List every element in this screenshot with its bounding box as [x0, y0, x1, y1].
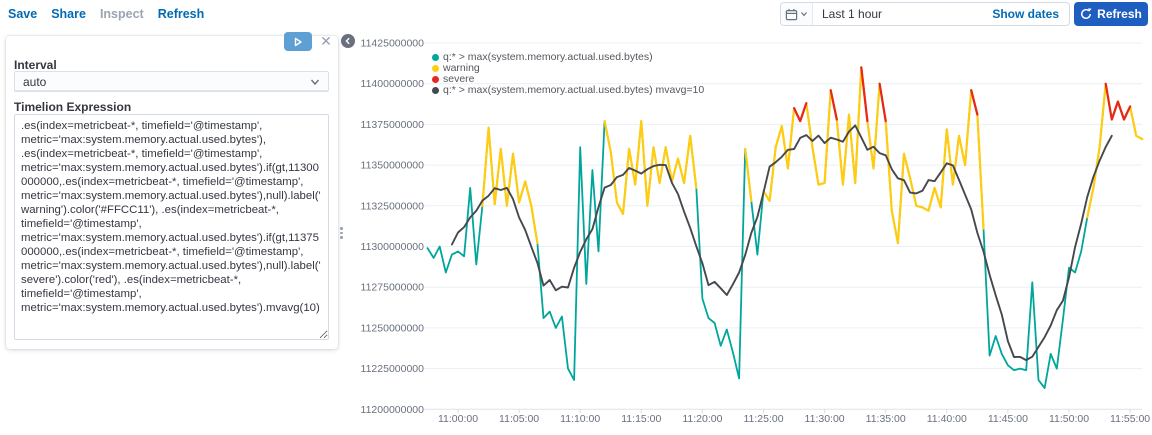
- series-dot-dark: [432, 86, 439, 94]
- svg-text:11350000000: 11350000000: [361, 160, 425, 172]
- svg-text:11:55:00: 11:55:00: [1110, 413, 1150, 425]
- svg-text:11:05:00: 11:05:00: [499, 413, 539, 425]
- chart-plot: 11425000000 11400000000 11375000000 1135000…: [361, 38, 1151, 426]
- save-button[interactable]: Save: [8, 7, 38, 21]
- svg-text:11:35:00: 11:35:00: [866, 413, 906, 425]
- toolbar-nav: Save Share Inspect Refresh: [8, 0, 204, 28]
- series-dot-teal: [432, 53, 439, 61]
- chevron-down-icon: [310, 79, 320, 85]
- svg-text:11:20:00: 11:20:00: [682, 413, 722, 425]
- svg-text:11425000000: 11425000000: [361, 38, 425, 50]
- series-dot-yellow: [432, 64, 439, 72]
- chart-legend: q:* > max(system.memory.actual.used.byte…: [432, 51, 704, 96]
- svg-text:11:45:00: 11:45:00: [988, 413, 1028, 425]
- svg-text:11200000000: 11200000000: [361, 404, 425, 416]
- svg-text:11225000000: 11225000000: [361, 363, 425, 375]
- svg-text:11:25:00: 11:25:00: [743, 413, 783, 425]
- svg-text:11:40:00: 11:40:00: [927, 413, 967, 425]
- play-icon: [294, 37, 302, 46]
- svg-text:11:10:00: 11:10:00: [560, 413, 600, 425]
- refresh-icon: [1081, 8, 1092, 20]
- chevron-down-icon: [801, 12, 807, 17]
- refresh-button-label: Refresh: [1097, 7, 1142, 21]
- interval-select[interactable]: auto: [14, 71, 329, 92]
- calendar-dropdown-button[interactable]: [781, 3, 813, 25]
- legend-item-warning[interactable]: warning: [432, 62, 704, 74]
- legend-item-severe[interactable]: severe: [432, 73, 704, 85]
- legend-item-mvavg[interactable]: q:* > max(system.memory.actual.used.byte…: [432, 84, 704, 96]
- svg-text:11:15:00: 11:15:00: [621, 413, 661, 425]
- run-expression-button[interactable]: [284, 32, 312, 51]
- refresh-link-button[interactable]: Refresh: [157, 7, 205, 21]
- inspect-button[interactable]: Inspect: [99, 7, 144, 21]
- svg-text:11300000000: 11300000000: [361, 241, 425, 253]
- show-dates-button[interactable]: Show dates: [992, 7, 1059, 21]
- series-dot-red: [432, 75, 439, 83]
- interval-selected-value: auto: [23, 74, 47, 89]
- calendar-icon: [785, 8, 798, 20]
- time-range-value[interactable]: Last 1 hour: [822, 7, 883, 21]
- app-header: Save Share Inspect Refresh Last 1 hour S…: [0, 0, 1152, 28]
- refresh-button[interactable]: Refresh: [1074, 2, 1148, 26]
- svg-text:11400000000: 11400000000: [361, 78, 425, 90]
- svg-text:11:30:00: 11:30:00: [805, 413, 845, 425]
- timelion-expression-input[interactable]: .es(index=metricbeat-*, timefield='@time…: [14, 114, 329, 340]
- interval-label: Interval: [14, 58, 57, 72]
- collapse-panel-button[interactable]: [341, 34, 355, 48]
- svg-text:11325000000: 11325000000: [361, 200, 425, 212]
- svg-text:11:50:00: 11:50:00: [1049, 413, 1089, 425]
- svg-text:11375000000: 11375000000: [361, 119, 425, 131]
- panel-resize-handle[interactable]: [340, 227, 343, 239]
- legend-item-base[interactable]: q:* > max(system.memory.actual.used.byte…: [432, 51, 704, 63]
- timelion-expression-panel: Interval auto Timelion Expression .es(in…: [6, 36, 338, 349]
- close-icon[interactable]: ✕: [320, 33, 332, 49]
- svg-text:11275000000: 11275000000: [361, 282, 425, 294]
- chevron-left-icon: [345, 37, 350, 45]
- svg-text:11:00:00: 11:00:00: [438, 413, 478, 425]
- svg-text:11250000000: 11250000000: [361, 322, 425, 334]
- time-range-picker[interactable]: Last 1 hour Show dates: [780, 2, 1070, 26]
- expression-label: Timelion Expression: [14, 100, 132, 114]
- share-button[interactable]: Share: [51, 7, 86, 21]
- timelion-chart[interactable]: 11425000000 11400000000 11375000000 1135000…: [352, 28, 1152, 430]
